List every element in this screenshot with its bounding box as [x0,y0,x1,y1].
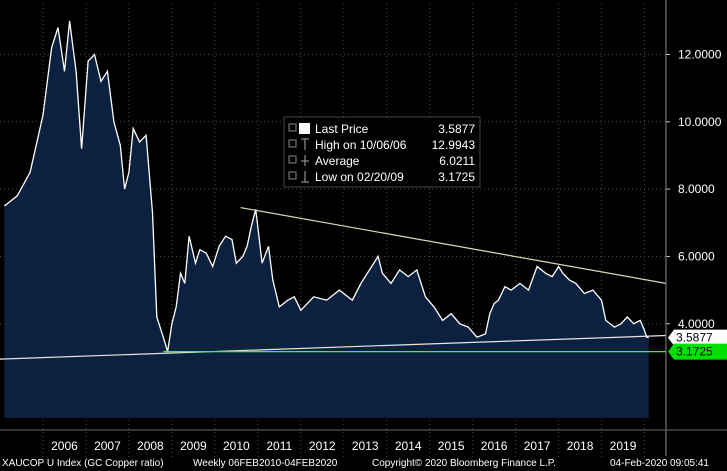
low-price-tag: 3.1725 [668,343,727,360]
legend-value: 12.9943 [432,138,476,152]
legend-toggle-icon[interactable] [288,171,297,180]
legend-square-icon [299,123,310,134]
x-tick-label: 2009 [180,439,207,453]
last-price-tag-bg [668,329,727,346]
x-tick-label: 2018 [567,439,594,453]
legend-label: Average [315,154,360,168]
legend-entry: Last Price 3.5877 [288,122,475,136]
price-area [4,21,649,418]
legend-entry: Low on 02/20/09 3.1725 [288,170,475,184]
x-tick-label: 2016 [481,439,508,453]
x-tick-label: 2006 [51,439,78,453]
legend-toggle-icon[interactable] [288,155,297,164]
y-tick-label: 6.0000 [678,249,715,263]
low-price-tag-bg [668,343,727,360]
x-tick-label: 2007 [94,439,121,453]
legend-entry: High on 10/06/06 12.9943 [288,138,476,152]
legend-entry: Average 6.0211 [288,154,475,168]
trendline-layer [0,207,667,360]
x-tick-label: 2014 [395,439,422,453]
x-tick-label: 2013 [352,439,379,453]
footer-period: Weekly 06FEB2010-04FEB2020 [193,458,338,469]
lower-trendline [0,334,667,360]
legend-value: 3.5877 [438,122,475,136]
legend-box [283,116,481,188]
y-tick-label: 10.0000 [678,115,722,129]
legend-label: Last Price [315,122,369,136]
upper-trendline [240,207,667,284]
last-price-tag-text: 3.5877 [676,331,713,345]
legend-toggle-icon[interactable] [288,123,297,132]
x-tick-label: 2019 [610,439,637,453]
price-line [3,20,649,352]
y-tick-label: 8.0000 [678,182,715,196]
footer-timestamp: 04-Feb-2020 09:05:41 [610,458,709,469]
area-layer [3,20,649,418]
x-tick-label: 2010 [223,439,250,453]
legend-label: Low on 02/20/09 [315,170,404,184]
axis-layer: 4.0000 6.0000 8.0000 10.0000 12.0000 2006 2007… [0,0,727,456]
y-tick-label: 12.0000 [678,47,722,61]
x-tick-label: 2008 [137,439,164,453]
legend-value: 3.1725 [438,170,475,184]
legend-toggle-icon[interactable] [288,139,297,148]
low-price-tag-text: 3.1725 [676,345,713,359]
legend: Last Price 3.5877 High on 10/06/06 12.9943 A… [283,116,481,188]
x-tick-label: 2012 [309,439,336,453]
legend-label: High on 10/06/06 [315,138,407,152]
x-tick-label: 2011 [266,439,292,453]
footer-copyright: Copyright© 2020 Bloomberg Finance L.P. [372,458,556,469]
last-price-tag: 3.5877 [668,329,727,346]
legend-value: 6.0211 [439,154,475,168]
x-tick-label: 2017 [524,439,551,453]
y-tick-label: 4.0000 [678,317,715,331]
x-tick-label: 2015 [438,439,465,453]
footer-ticker: XAUCOP U Index (GC Copper ratio) [2,458,164,469]
